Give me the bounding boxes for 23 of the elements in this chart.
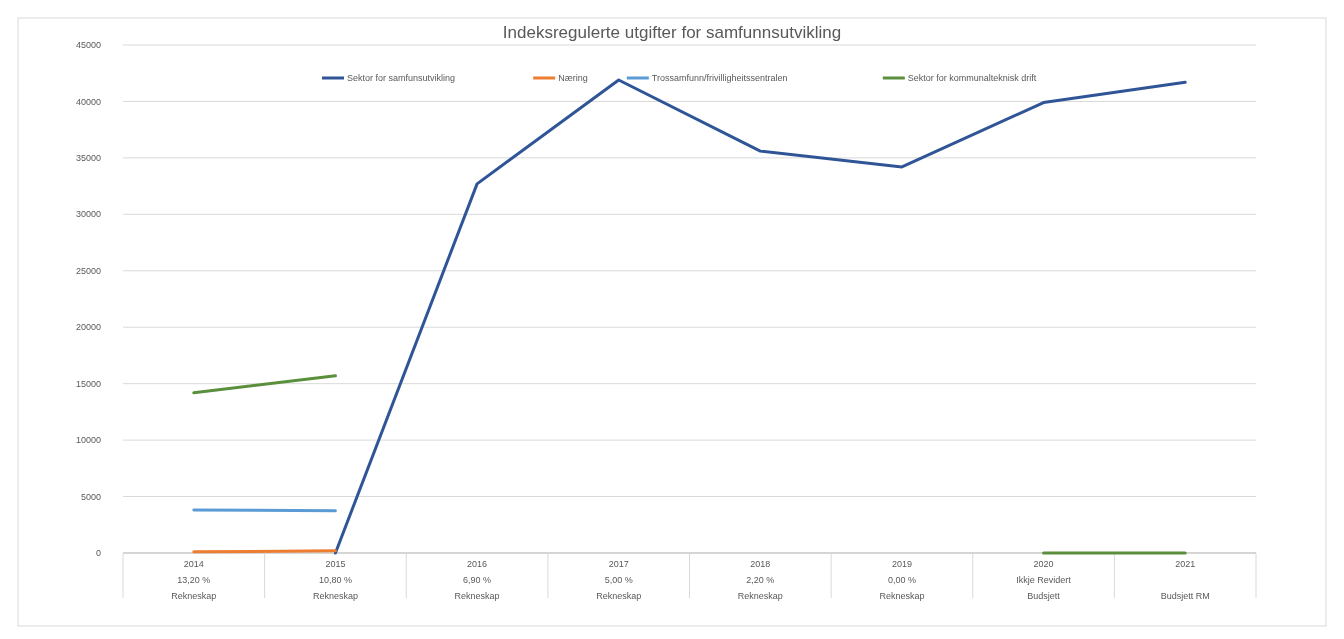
legend-label: Sektor for kommunalteknisk drift	[907, 73, 1037, 84]
legend-label: Sektor for samfunsutvikling	[347, 73, 456, 84]
y-tick-label: 30000	[75, 209, 101, 220]
chart-title: Indeksregulerte utgifter for samfunnsutvikling	[502, 23, 842, 42]
x-tick-label: 2020 Ikkje Revidert Budsjett	[1016, 559, 1072, 601]
y-tick-label: 5000	[80, 491, 101, 502]
x-tick-label: 2016 6,90 % Rekneskap	[454, 559, 500, 601]
x-tick-label: 2014 13,20 % Rekneskap	[171, 559, 217, 601]
x-tick-label: 2018 2,20 % Rekneskap	[737, 559, 783, 601]
y-tick-label: 10000	[75, 435, 101, 446]
y-tick-label: 20000	[75, 322, 101, 333]
x-tick-label: 2019 0,00 % Rekneskap	[879, 559, 925, 601]
legend-label: Næring	[558, 73, 588, 84]
x-tick-label: 2015 10,80 % Rekneskap	[312, 559, 358, 601]
y-tick-label: 0	[95, 548, 101, 559]
category-label: 2021 Budsjett RM	[1160, 559, 1210, 601]
x-tick-label: 2017 5,00 % Rekneskap	[596, 559, 642, 601]
y-tick-label: 15000	[75, 378, 101, 389]
y-tick-label: 25000	[75, 265, 101, 276]
y-tick-label: 35000	[75, 153, 101, 164]
legend-label: Trossamfunn/frivilligheitssentralen	[651, 73, 788, 84]
y-tick-label: 45000	[75, 40, 101, 51]
y-tick-label: 40000	[75, 96, 101, 107]
